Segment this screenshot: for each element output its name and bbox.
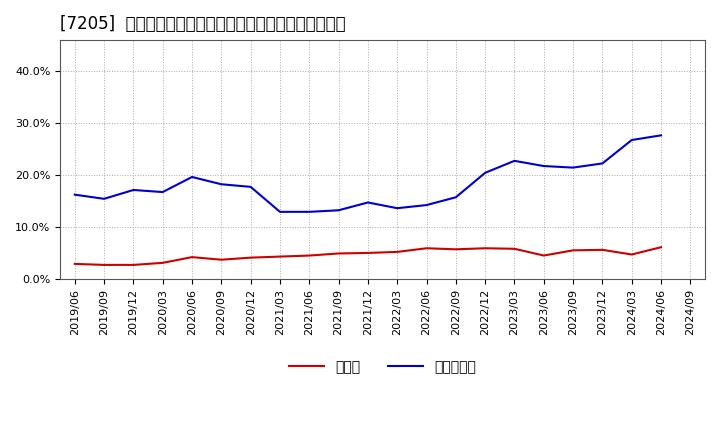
現預金 bbox=[481, 246, 490, 251]
現預金 bbox=[100, 262, 109, 268]
現預金 bbox=[598, 247, 607, 253]
現預金 bbox=[657, 245, 665, 250]
現預金 bbox=[364, 250, 372, 256]
現預金 bbox=[276, 254, 284, 259]
現預金 bbox=[246, 255, 255, 260]
現預金 bbox=[569, 248, 577, 253]
有利子負債 bbox=[158, 190, 167, 195]
現預金 bbox=[451, 247, 460, 252]
有利子負債 bbox=[129, 187, 138, 193]
現預金 bbox=[510, 246, 519, 251]
有利子負債 bbox=[569, 165, 577, 170]
現預金 bbox=[422, 246, 431, 251]
Line: 有利子負債: 有利子負債 bbox=[75, 136, 661, 212]
有利子負債 bbox=[598, 161, 607, 166]
有利子負債 bbox=[481, 170, 490, 176]
現預金 bbox=[539, 253, 548, 258]
有利子負債 bbox=[217, 182, 225, 187]
有利子負債 bbox=[305, 209, 314, 214]
有利子負債 bbox=[657, 133, 665, 138]
有利子負債 bbox=[422, 202, 431, 208]
有利子負債 bbox=[246, 184, 255, 190]
現預金 bbox=[158, 260, 167, 265]
現預金 bbox=[71, 261, 79, 267]
Line: 現預金: 現預金 bbox=[75, 247, 661, 265]
有利子負債 bbox=[627, 137, 636, 143]
現預金 bbox=[627, 252, 636, 257]
現預金 bbox=[129, 262, 138, 268]
現預金 bbox=[393, 249, 402, 255]
有利子負債 bbox=[510, 158, 519, 164]
現預金 bbox=[217, 257, 225, 262]
有利子負債 bbox=[188, 174, 197, 180]
現預金 bbox=[334, 251, 343, 256]
有利子負債 bbox=[100, 196, 109, 202]
有利子負債 bbox=[393, 205, 402, 211]
現預金 bbox=[305, 253, 314, 258]
有利子負債 bbox=[364, 200, 372, 205]
現預金 bbox=[188, 254, 197, 260]
有利子負債 bbox=[71, 192, 79, 197]
有利子負債 bbox=[539, 163, 548, 169]
Legend: 現預金, 有利子負債: 現預金, 有利子負債 bbox=[284, 355, 482, 380]
Text: [7205]  現預金、有利子負債の総資産に対する比率の推移: [7205] 現預金、有利子負債の総資産に対する比率の推移 bbox=[60, 15, 346, 33]
有利子負債 bbox=[276, 209, 284, 214]
有利子負債 bbox=[451, 194, 460, 200]
有利子負債 bbox=[334, 208, 343, 213]
